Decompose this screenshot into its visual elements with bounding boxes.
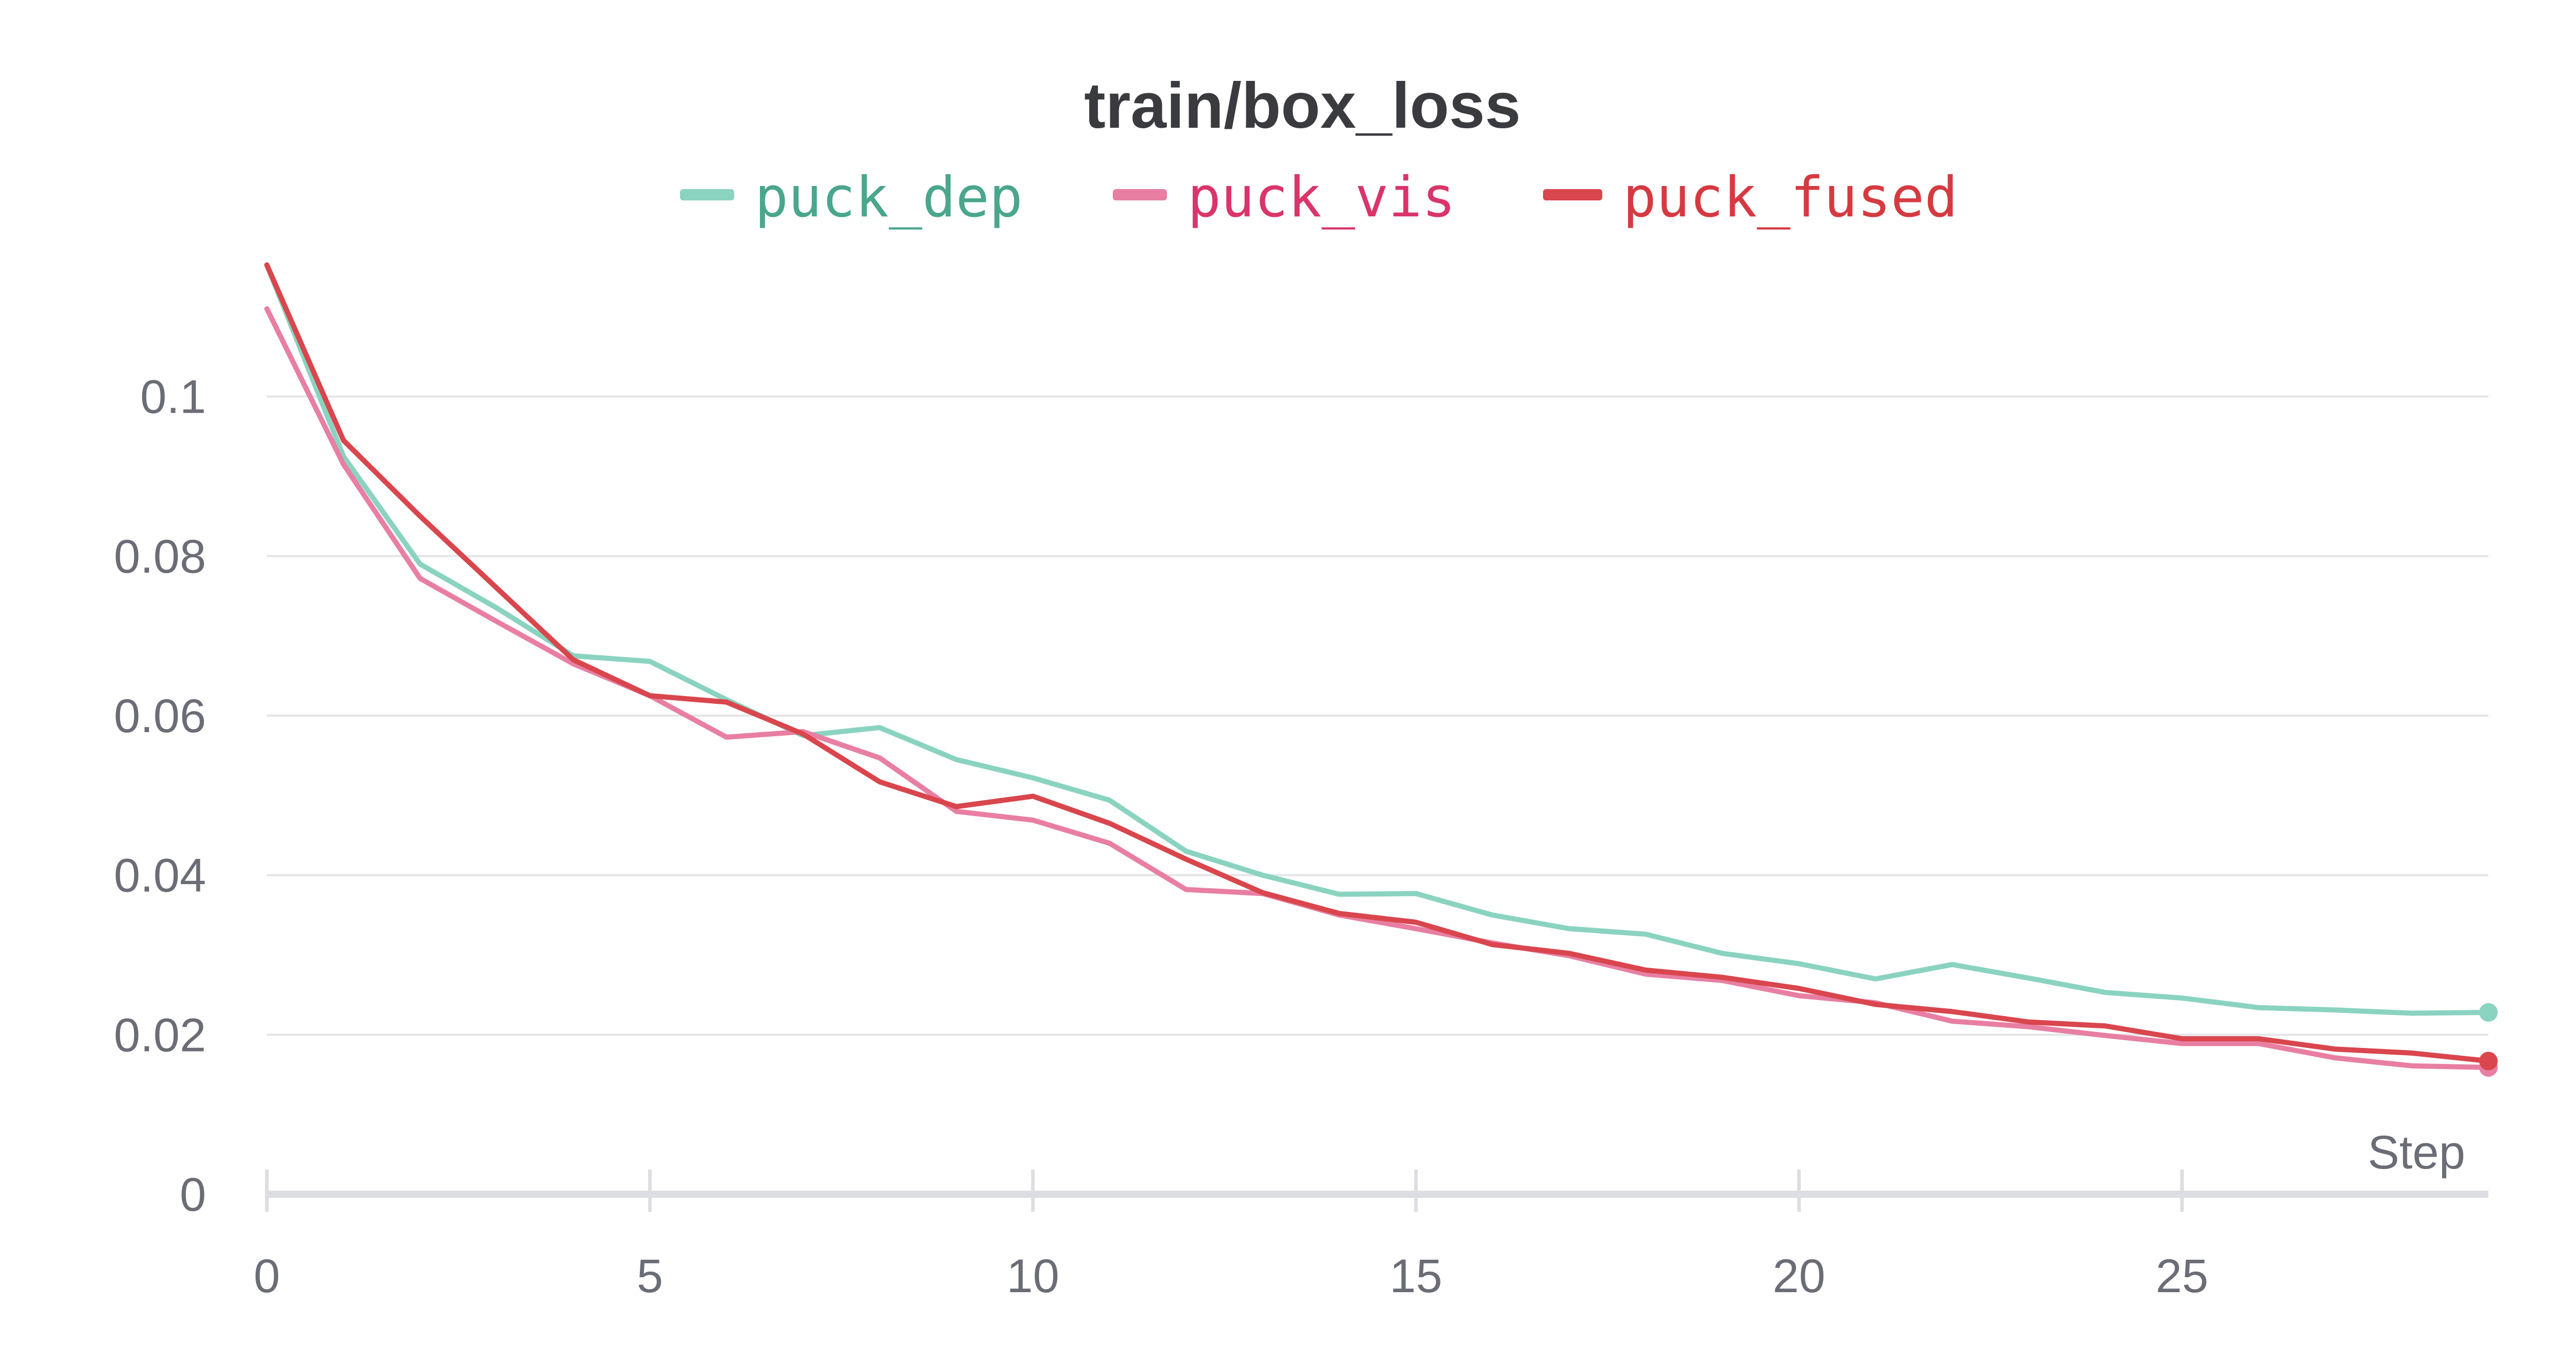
x-axis: 0 5 10 15 20 25 [253, 1170, 2488, 1302]
y-tick-label: 0.02 [114, 1009, 206, 1061]
legend-label: puck_fused [1623, 165, 1958, 230]
legend-swatch [680, 189, 734, 200]
x-tick-label: 0 [253, 1250, 280, 1302]
y-tick-label: 0.1 [140, 371, 206, 424]
legend-swatch [1543, 189, 1602, 200]
series-line-puck-dep [264, 262, 2491, 1016]
x-tick-label: 10 [1007, 1250, 1059, 1302]
series-end-marker-puck-fused [2479, 1052, 2498, 1071]
series-end-marker-puck-dep [2479, 1003, 2498, 1022]
y-tick-label: 0.06 [114, 690, 206, 742]
legend-label: puck_dep [755, 165, 1023, 230]
series-lines [264, 262, 2498, 1077]
legend-item-puck-dep[interactable]: puck_dep [680, 165, 1023, 230]
y-tick-label: 0 [180, 1169, 206, 1221]
x-tick-label: 20 [1773, 1250, 1825, 1302]
chart-title: train/box_loss [1084, 70, 1520, 142]
series-line-puck-fused [264, 262, 2491, 1064]
legend-item-puck-vis[interactable]: puck_vis [1113, 165, 1455, 230]
y-tick-label: 0.04 [114, 850, 206, 902]
y-tick-label: 0.08 [114, 530, 206, 583]
x-tick-label: 15 [1389, 1250, 1442, 1302]
y-axis: 0 0.02 0.04 0.06 0.08 0.1 [114, 371, 206, 1221]
x-tick-label: 25 [2156, 1250, 2208, 1302]
legend-swatch [1113, 189, 1167, 200]
grid-lines [267, 395, 2488, 1036]
x-tick-label: 5 [637, 1250, 663, 1302]
legend-item-puck-fused[interactable]: puck_fused [1543, 165, 1958, 230]
legend: puck_dep puck_vis puck_fused [680, 165, 1958, 230]
x-axis-title: Step [2368, 1126, 2465, 1179]
legend-label: puck_vis [1188, 165, 1455, 230]
